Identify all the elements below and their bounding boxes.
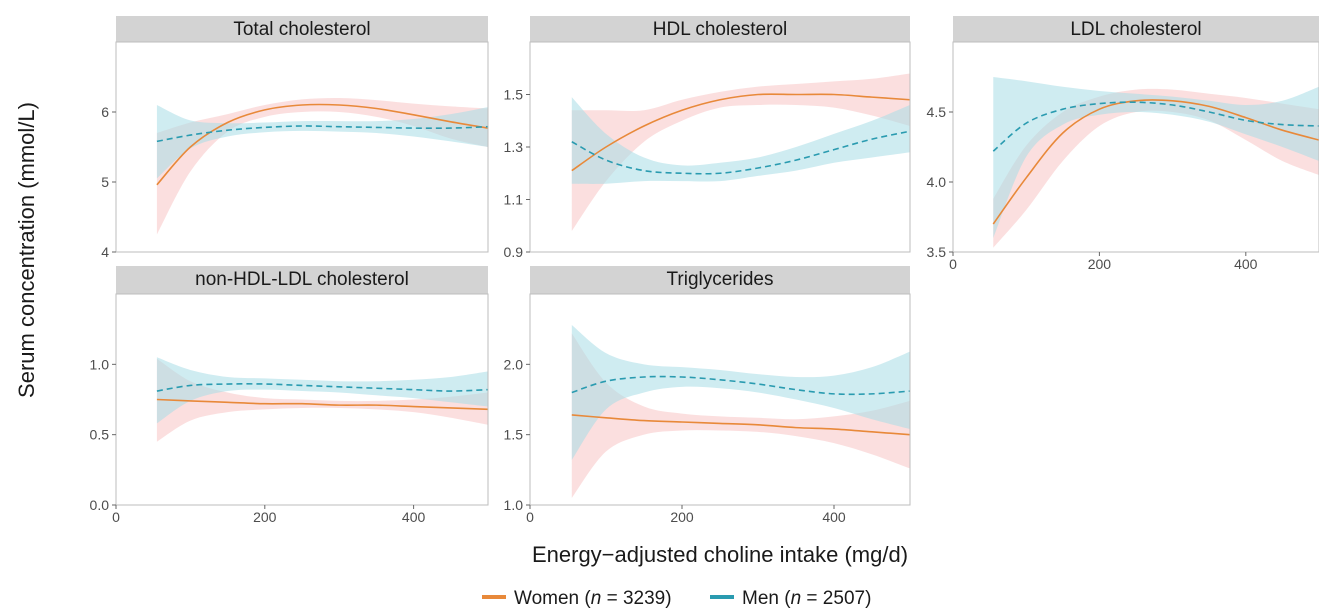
men-series-line (992, 101, 1319, 152)
panel-5: Triglycerides 1.0 1.5 2.0 0 200 400 (504, 266, 911, 525)
x-tick-label: 200 (670, 509, 694, 525)
x-tick-label: 0 (949, 256, 957, 272)
strip-background (530, 16, 910, 42)
panel-title: non-HDL-LDL cholesterol (195, 269, 409, 290)
strip-background (116, 16, 488, 42)
x-tick-label: 200 (1088, 256, 1112, 272)
panel-title: Triglycerides (667, 269, 774, 290)
women-legend-label: Women (n = 3239) (514, 588, 672, 609)
panel-border (529, 293, 911, 506)
men-series-line (571, 375, 910, 396)
women-series-line (992, 99, 1319, 225)
men-confidence-band (571, 97, 910, 184)
men-confidence-band (156, 357, 488, 424)
x-tick-label: 0 (526, 509, 534, 525)
plot-area (992, 77, 1319, 248)
x-axis-title: Energy−adjusted choline intake (mg/d) (532, 542, 908, 567)
men-series-line (571, 130, 910, 175)
y-tick-label: 5 (101, 174, 109, 190)
men-confidence-band (156, 105, 488, 179)
y-tick-label: 4.0 (927, 174, 947, 190)
plot-area (156, 97, 488, 235)
men-confidence-band (571, 324, 910, 460)
panel-3: LDL cholesterol 3.5 4.0 4.5 0 200 400 (927, 16, 1319, 272)
y-tick-label: 0.5 (90, 427, 110, 443)
x-tick-label: 200 (253, 509, 277, 525)
plot-area (571, 73, 910, 231)
panel-1: Total cholesterol 4 5 6 (101, 16, 489, 260)
y-tick-label: 4 (101, 244, 109, 260)
y-tick-label: 3.5 (927, 244, 947, 260)
y-tick-label: 1.0 (90, 356, 110, 372)
y-tick-label: 1.3 (504, 139, 524, 155)
men-series-line (156, 125, 488, 143)
panel-border (952, 41, 1319, 253)
men-series-line (156, 383, 488, 392)
panel-title: Total cholesterol (233, 19, 370, 40)
panel-2: HDL cholesterol 0.9 1.1 1.3 1.5 (504, 16, 911, 260)
y-tick-label: 1.1 (504, 192, 524, 208)
x-tick-label: 400 (822, 509, 846, 525)
women-confidence-band (571, 333, 910, 498)
plot-area (156, 357, 488, 442)
y-axis-title: Serum concentration (mmol/L) (14, 102, 39, 398)
panel-4: non-HDL-LDL cholesterol 0.0 0.5 1.0 0 200 400 (90, 266, 489, 525)
legend: Women (n = 3239) Men (n = 2507) (482, 588, 871, 609)
plot-area (571, 324, 910, 498)
women-confidence-band (156, 358, 488, 442)
men-legend-label: Men (n = 2507) (742, 588, 871, 609)
panel-title: LDL cholesterol (1070, 19, 1201, 40)
y-tick-label: 1.0 (504, 497, 524, 513)
x-tick-label: 0 (112, 509, 120, 525)
panel-title: HDL cholesterol (653, 19, 787, 40)
strip-background (530, 266, 910, 294)
women-confidence-band (571, 73, 910, 231)
panels: Total cholesterol 4 5 6 HDL cholesterol 0.9 1.… (90, 16, 1319, 525)
y-tick-label: 1.5 (504, 87, 524, 103)
y-tick-label: 2.0 (504, 356, 524, 372)
panel-border (115, 41, 489, 253)
strip-background (953, 16, 1319, 42)
x-tick-label: 400 (1234, 256, 1258, 272)
y-tick-label: 0.0 (90, 497, 110, 513)
women-series-line (571, 414, 910, 436)
y-tick-label: 4.5 (927, 104, 947, 120)
strip-background (116, 266, 488, 294)
men-confidence-band (993, 77, 1319, 238)
y-tick-label: 6 (101, 104, 109, 120)
y-tick-label: 1.5 (504, 427, 524, 443)
y-tick-label: 0.9 (504, 244, 524, 260)
women-series-line (156, 398, 488, 411)
x-tick-label: 400 (402, 509, 426, 525)
women-series-line (571, 93, 910, 172)
panel-border (115, 293, 489, 506)
women-confidence-band (156, 97, 488, 235)
